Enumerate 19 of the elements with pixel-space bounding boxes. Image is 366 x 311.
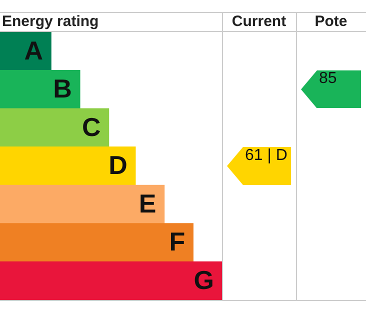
bar — [0, 184, 165, 224]
bar — [0, 70, 80, 109]
chart-title: Energy rating — [2, 13, 99, 30]
bar — [0, 223, 194, 262]
bar — [0, 32, 52, 71]
y-tick-label: F — [169, 226, 186, 257]
bar — [0, 146, 136, 186]
y-tick-label: E — [138, 188, 156, 218]
y-tick-label: C — [82, 112, 101, 142]
rating-tag: 61 | D — [227, 147, 291, 185]
bar — [0, 108, 110, 148]
y-tick-label: G — [194, 265, 214, 296]
rating-tag: 85 — [301, 70, 361, 108]
y-tick-label: D — [108, 150, 128, 180]
bar — [0, 261, 222, 300]
y-tick-label: B — [53, 74, 72, 104]
text: Pote — [314, 13, 348, 30]
text: Current — [232, 13, 286, 30]
y-tick-label: A — [24, 35, 44, 66]
